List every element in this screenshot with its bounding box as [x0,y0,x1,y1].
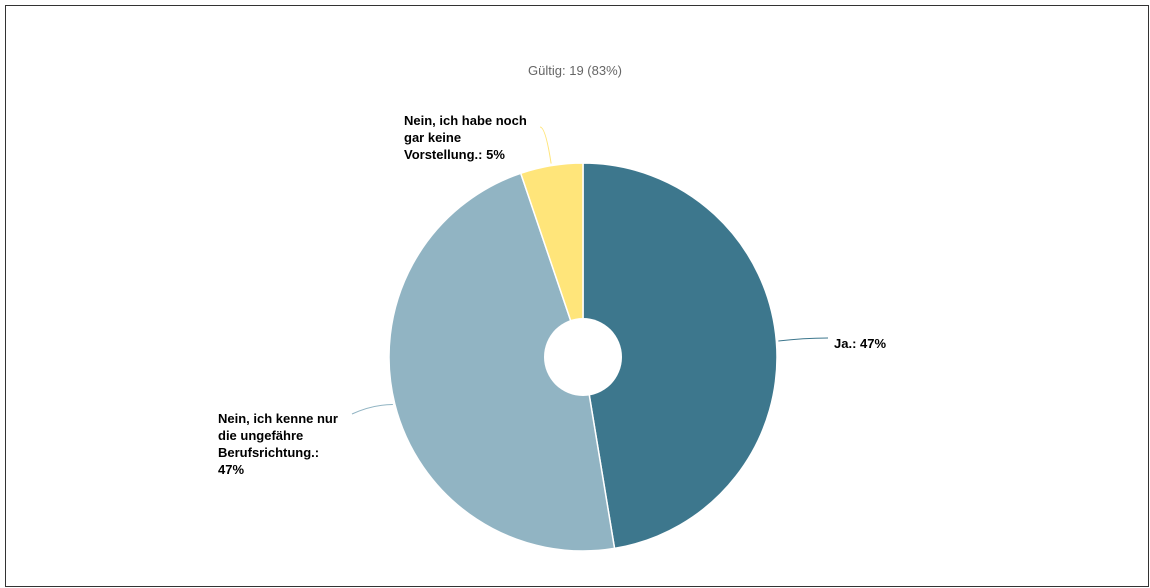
slice-label-ja: Ja.: 47% [834,336,887,351]
pie-slice-ungefaehr[interactable] [388,172,616,552]
leader-line-ungefaehr [351,404,393,415]
leader-line-ja [778,337,829,342]
slice-label-keine-vorstellung: Nein, ich habe noch gar keine Vorstellun… [404,113,527,162]
pie-slice-keine-vorstellung[interactable] [519,162,584,358]
pie-slice-ja[interactable] [582,162,778,550]
slice-label-ungefaehr: Nein, ich kenne nur die ungefähre Berufs… [218,411,338,477]
leader-line-keine-vorstellung [539,126,552,164]
pie-center-hole [544,318,622,396]
chart-subtitle: Gültig: 19 (83%) [528,63,622,78]
